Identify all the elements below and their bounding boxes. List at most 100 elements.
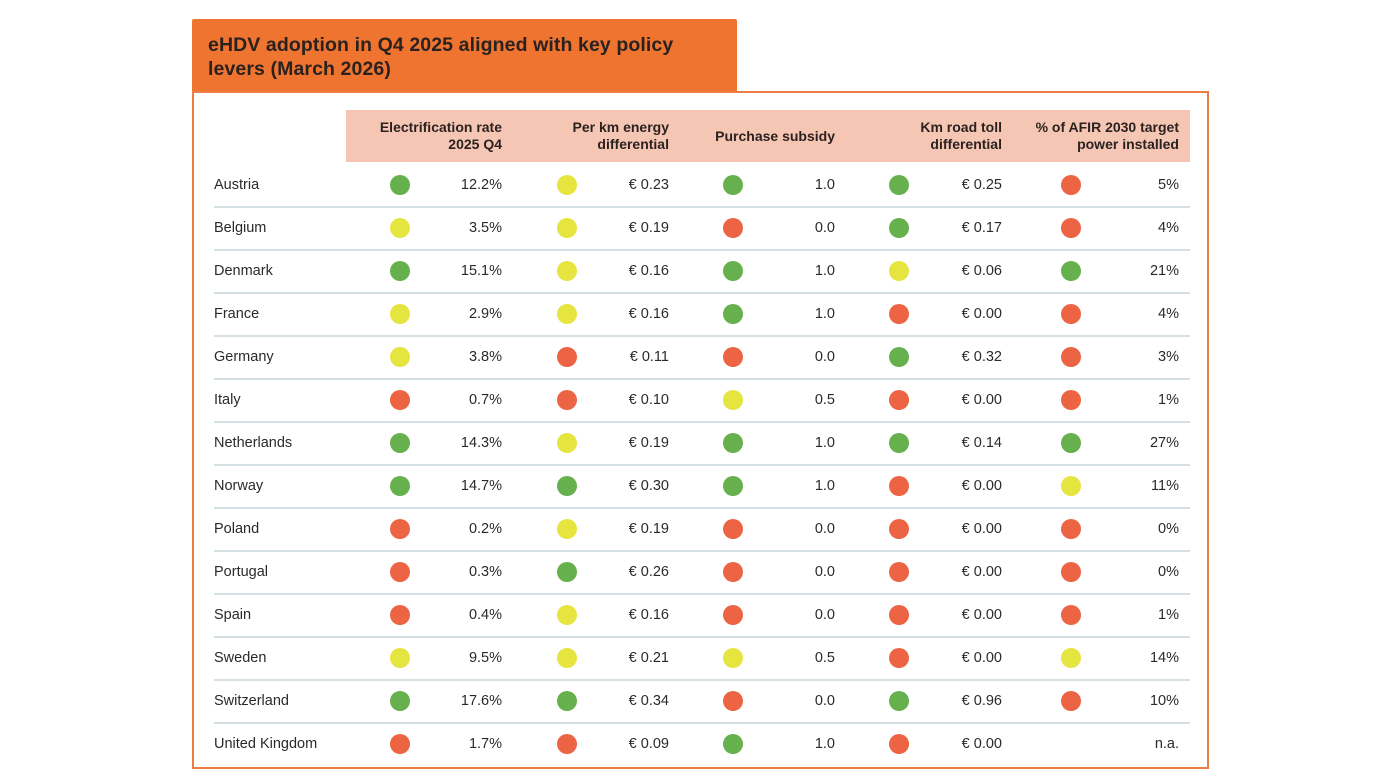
cell-value: € 0.06: [961, 263, 1002, 279]
cell-value: € 0.00: [961, 392, 1002, 408]
column-header-line: Electrification rate: [379, 119, 502, 135]
cell-value: 0%: [1158, 564, 1179, 580]
cell-value: 14%: [1149, 650, 1179, 666]
country-label: Netherlands: [214, 435, 293, 451]
column-header-line: 2025 Q4: [448, 136, 502, 152]
column-header: Km road toll differential: [920, 110, 1002, 162]
country-label: Germany: [214, 349, 274, 365]
cell-value: 1.7%: [468, 736, 502, 752]
table-row: Netherlands 14.3% € 0.19 1.0 € 0.14 27%: [214, 423, 1190, 466]
status-dot-green: [390, 691, 410, 711]
column-header-line: differential: [930, 136, 1002, 152]
status-dot-green: [390, 433, 410, 453]
cell-value: € 0.96: [961, 693, 1002, 709]
country-label: Austria: [214, 177, 260, 193]
status-dot-green: [557, 691, 577, 711]
table-row: Portugal 0.3% € 0.26 0.0 € 0.00 0%: [214, 552, 1190, 595]
column-header: Purchase subsidy: [715, 110, 835, 162]
table-row: Switzerland 17.6% € 0.34 0.0 € 0.96 10%: [214, 681, 1190, 724]
cell-value: 27%: [1149, 435, 1179, 451]
status-dot-yellow: [723, 390, 743, 410]
cell-value: 0.3%: [468, 564, 502, 580]
cell-value: 4%: [1158, 220, 1179, 236]
status-dot-red: [889, 562, 909, 582]
status-dot-red: [723, 605, 743, 625]
cell-value: 1%: [1158, 392, 1179, 408]
cell-value: € 0.16: [628, 306, 669, 322]
cell-value: 0.0: [814, 349, 835, 365]
status-dot-yellow: [390, 648, 410, 668]
status-dot-yellow: [557, 261, 577, 281]
cell-value: 1.0: [814, 435, 835, 451]
status-dot-yellow: [557, 605, 577, 625]
status-dot-green: [390, 175, 410, 195]
cell-value: 5%: [1158, 177, 1179, 193]
status-dot-red: [723, 218, 743, 238]
table-row: Denmark 15.1% € 0.16 1.0 € 0.06 21%: [214, 251, 1190, 294]
status-dot-red: [390, 734, 410, 754]
cell-value: € 0.00: [961, 650, 1002, 666]
status-dot-red: [889, 734, 909, 754]
country-label: Denmark: [214, 263, 273, 279]
cell-value: 1.0: [814, 306, 835, 322]
cell-value: 0.2%: [468, 521, 502, 537]
status-dot-red: [557, 347, 577, 367]
status-dot-green: [390, 476, 410, 496]
cell-value: 3.5%: [468, 220, 502, 236]
status-dot-red: [889, 304, 909, 324]
status-dot-green: [723, 476, 743, 496]
country-label: Switzerland: [214, 693, 289, 709]
cell-value: 0.0: [814, 521, 835, 537]
column-header: Electrification rate 2025 Q4: [380, 110, 502, 162]
cell-value: 3%: [1158, 349, 1179, 365]
status-dot-green: [1061, 261, 1081, 281]
status-dot-red: [1061, 562, 1081, 582]
cell-value: € 0.00: [961, 306, 1002, 322]
status-dot-red: [390, 519, 410, 539]
cell-value: 9.5%: [468, 650, 502, 666]
cell-value: € 0.00: [961, 736, 1002, 752]
status-dot-green: [723, 304, 743, 324]
status-dot-red: [723, 347, 743, 367]
column-header: % of AFIR 2030 target power installed: [1036, 110, 1179, 162]
cell-value: 21%: [1149, 263, 1179, 279]
cell-value: 0.5: [814, 650, 835, 666]
cell-value: 0.0: [814, 564, 835, 580]
status-dot-yellow: [723, 648, 743, 668]
table-row: Poland 0.2% € 0.19 0.0 € 0.00 0%: [214, 509, 1190, 552]
status-dot-green: [889, 347, 909, 367]
table-row: Norway 14.7% € 0.30 1.0 € 0.00 11%: [214, 466, 1190, 509]
column-header-line: Per km energy: [572, 119, 670, 135]
cell-value: € 0.34: [628, 693, 669, 709]
cell-value: 1.0: [814, 736, 835, 752]
status-dot-yellow: [390, 218, 410, 238]
cell-value: 11%: [1151, 478, 1179, 494]
status-dot-red: [889, 648, 909, 668]
status-dot-red: [723, 519, 743, 539]
cell-value: 3.8%: [468, 349, 502, 365]
status-dot-green: [723, 175, 743, 195]
status-dot-yellow: [557, 519, 577, 539]
table-row: Germany 3.8% € 0.11 0.0 € 0.32 3%: [214, 337, 1190, 380]
cell-value: 0.0: [814, 607, 835, 623]
country-label: Poland: [214, 521, 260, 537]
cell-value: € 0.30: [628, 478, 669, 494]
cell-value: € 0.09: [628, 736, 669, 752]
column-header-line: power installed: [1077, 136, 1179, 152]
column-header-line: Km road toll: [920, 119, 1002, 135]
status-dot-red: [1061, 218, 1081, 238]
status-dot-green: [723, 261, 743, 281]
cell-value: € 0.21: [628, 650, 669, 666]
status-dot-red: [889, 390, 909, 410]
country-label: France: [214, 306, 260, 322]
status-dot-yellow: [390, 347, 410, 367]
status-dot-red: [1061, 519, 1081, 539]
status-dot-yellow: [557, 304, 577, 324]
cell-value: € 0.19: [628, 521, 669, 537]
cell-value: 4%: [1158, 306, 1179, 322]
country-label: Portugal: [214, 564, 269, 580]
status-dot-yellow: [889, 261, 909, 281]
cell-value: € 0.16: [628, 607, 669, 623]
status-dot-green: [557, 476, 577, 496]
status-dot-yellow: [557, 433, 577, 453]
